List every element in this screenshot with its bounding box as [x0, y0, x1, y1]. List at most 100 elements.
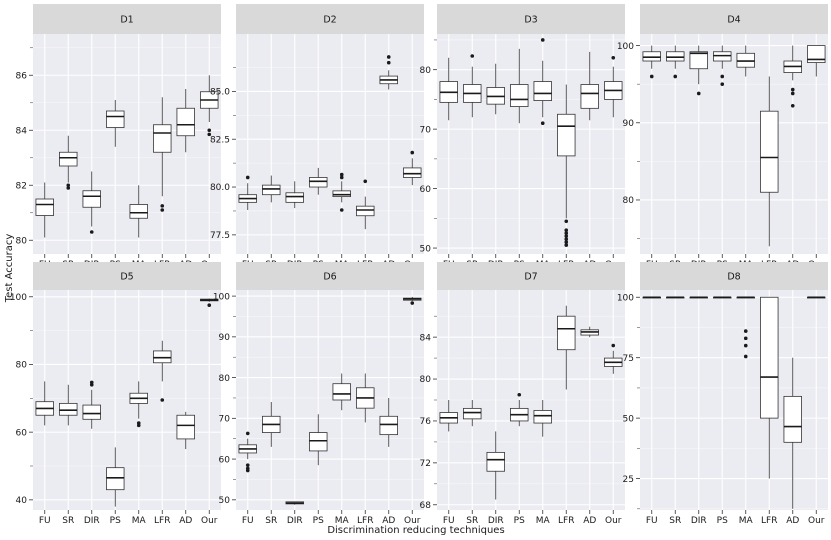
outlier-point — [673, 74, 678, 79]
panel-d1: D180828486FUSRDIRPSMALFRADOur — [16, 4, 221, 270]
y-tick-label: 86 — [16, 71, 28, 81]
iqr-box — [379, 415, 398, 436]
y-tick-label: 84 — [420, 333, 432, 343]
x-tick-label: LFR — [558, 516, 574, 526]
iqr-box — [510, 84, 529, 107]
y-tick-label: 80.0 — [210, 183, 230, 193]
outlier-point — [564, 240, 569, 244]
iqr-box — [533, 81, 552, 101]
outlier-point — [160, 204, 165, 208]
box-fu — [35, 381, 54, 426]
iqr-box — [760, 110, 779, 193]
outlier-point — [790, 87, 795, 92]
iqr-box — [153, 350, 172, 364]
box-our — [807, 45, 826, 77]
outlier-point — [339, 208, 344, 212]
box-ad — [783, 357, 802, 509]
box-ad — [580, 326, 599, 338]
y-tick-label: 82 — [16, 181, 27, 191]
outlier-point — [720, 74, 725, 79]
box-our — [604, 55, 623, 118]
outlier-point — [540, 38, 545, 42]
box-sr — [59, 384, 78, 426]
box-our — [200, 298, 219, 308]
plot-area — [236, 290, 424, 510]
x-tick-label: AD — [382, 516, 395, 526]
x-tick-label: SR — [669, 516, 681, 526]
y-tick-label: 75 — [623, 354, 634, 364]
box-sr — [666, 296, 685, 299]
x-tick-label: AD — [179, 516, 192, 526]
panel-d5: D5 40 60 80 100 FU SR DIR PS MA LFR AD Our — [10, 262, 221, 526]
x-tick-label: Our — [605, 516, 622, 526]
box-lfr — [557, 305, 576, 390]
outlier-point — [743, 336, 748, 341]
outlier-point — [160, 208, 165, 212]
iqr-box — [403, 167, 422, 178]
y-tick-label: 25 — [623, 475, 634, 485]
box-fu — [238, 175, 257, 210]
facet-title: D5 — [120, 272, 133, 283]
iqr-box — [356, 205, 375, 217]
x-tick-label: FU — [39, 516, 51, 526]
y-tick-label: 76 — [420, 417, 432, 427]
box-ps — [510, 392, 529, 427]
box-our — [807, 296, 826, 299]
outlier-point — [410, 150, 415, 155]
x-tick-label: DIR — [84, 516, 100, 526]
box-lfr — [557, 84, 576, 247]
iqr-box — [557, 113, 576, 157]
outlier-point — [649, 74, 654, 79]
y-tick-label: 50 — [623, 414, 635, 424]
box-fu — [238, 431, 257, 473]
iqr-box — [82, 190, 101, 208]
y-tick-label: 60 — [16, 428, 28, 438]
box-ad — [783, 45, 802, 108]
box-ps — [713, 45, 732, 86]
facet-strip — [33, 262, 221, 290]
iqr-box — [106, 110, 125, 128]
iqr-box — [59, 402, 78, 416]
plot-area — [236, 34, 424, 254]
facet-title: D8 — [727, 272, 740, 283]
y-axis-label: Test Accuracy — [4, 234, 15, 304]
outlier-point — [136, 421, 141, 425]
outlier-point — [363, 179, 368, 184]
facet-title: D1 — [120, 15, 133, 26]
facet-title: D7 — [524, 272, 537, 283]
outlier-point — [386, 60, 391, 65]
outlier-point — [743, 343, 748, 348]
outlier-point — [89, 380, 94, 385]
y-tick-label: 80 — [219, 374, 231, 384]
iqr-box — [106, 467, 125, 491]
y-tick-label: 77.5 — [210, 231, 230, 241]
y-tick-label: 70 — [420, 125, 432, 135]
facet-strip — [236, 4, 424, 34]
x-tick-label: LFR — [357, 516, 373, 526]
outlier-point — [696, 91, 701, 96]
outlier-point — [470, 54, 475, 58]
iqr-box — [129, 204, 148, 219]
box-dir — [486, 431, 505, 500]
box-fu — [642, 296, 661, 299]
box-lfr — [760, 76, 779, 247]
box-dir — [285, 181, 304, 209]
facet-strip — [33, 4, 221, 34]
facet-strip — [437, 4, 625, 34]
box-ps — [309, 167, 328, 195]
box-ps — [309, 414, 328, 466]
facet-title: D2 — [323, 15, 336, 26]
box-fu — [642, 45, 661, 79]
box-sr — [59, 135, 78, 190]
x-tick-label: SR — [265, 516, 277, 526]
outlier-point — [339, 175, 344, 180]
outlier-point — [611, 55, 616, 60]
box-our — [200, 75, 219, 137]
outlier-point — [89, 230, 94, 234]
x-tick-label: PS — [110, 516, 121, 526]
box-lfr — [356, 373, 375, 423]
panel-d8: D8 25 50 75 100 FU SR DIR PS MA LFR AD Our — [617, 262, 828, 526]
box-ad — [379, 397, 398, 447]
y-tick-label: 80 — [16, 361, 28, 371]
